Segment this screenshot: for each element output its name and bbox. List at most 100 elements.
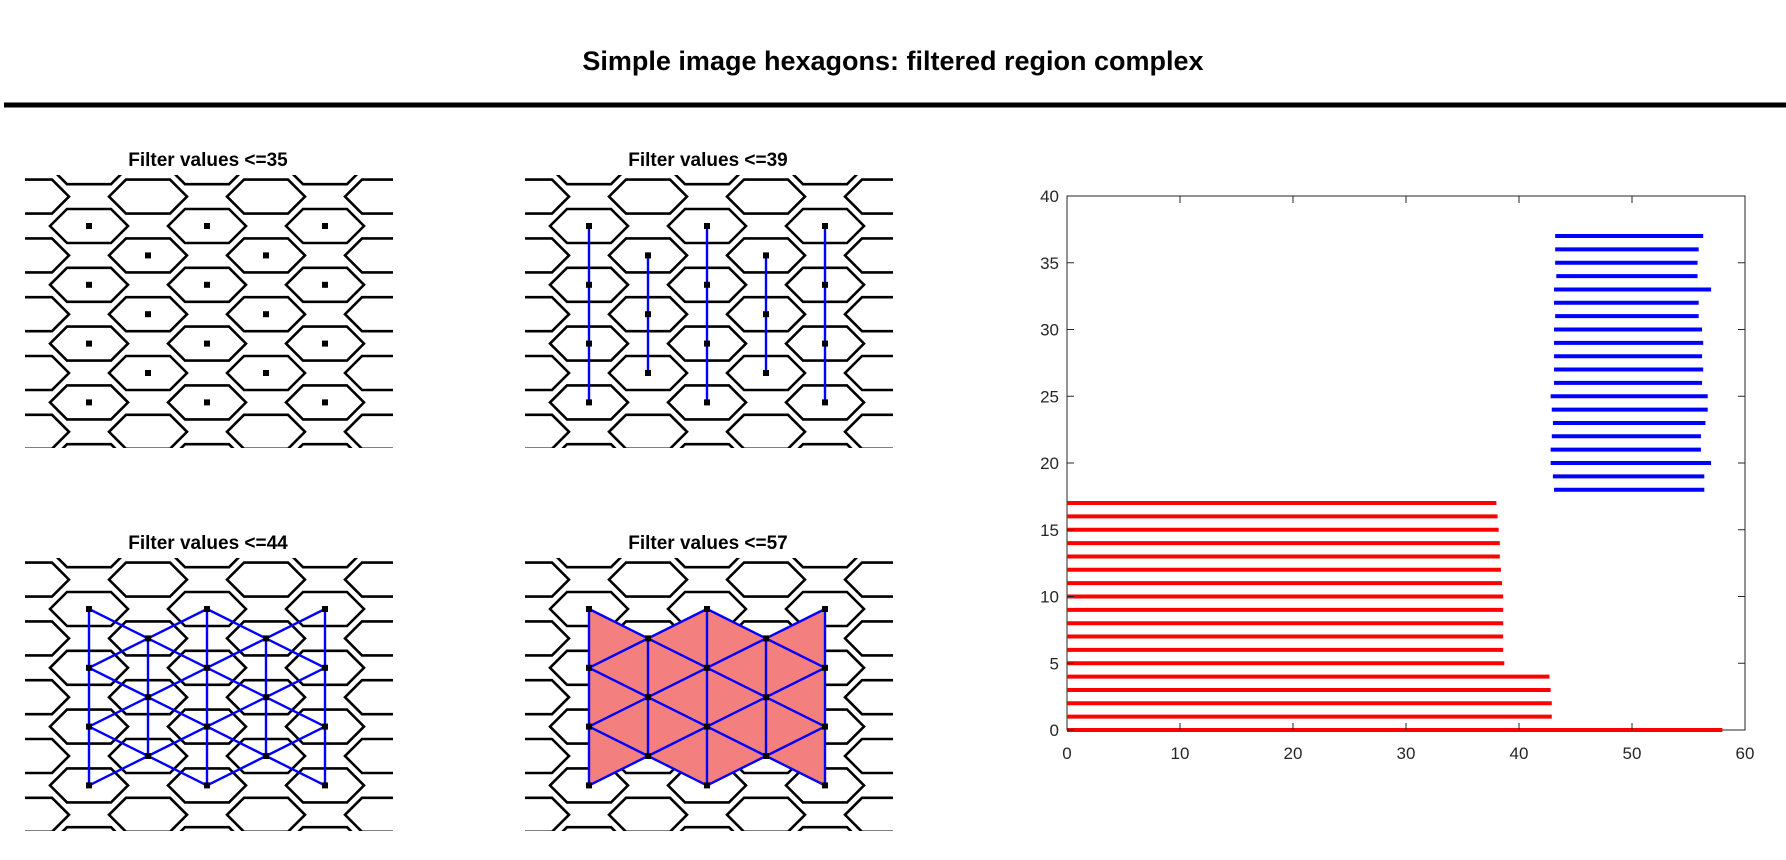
hexagon-cell bbox=[904, 327, 982, 361]
complex-edge bbox=[588, 637, 649, 669]
complex-vertex bbox=[263, 252, 269, 259]
complex-vertices bbox=[86, 223, 328, 406]
hexagon-cell bbox=[904, 209, 982, 243]
complex-edge bbox=[88, 754, 149, 787]
complex-vertex bbox=[86, 664, 92, 671]
hexagon-cell bbox=[107, 413, 189, 448]
hexagon-cell bbox=[725, 413, 807, 448]
hexagon-cell bbox=[166, 649, 248, 687]
complex-vertex bbox=[822, 399, 828, 406]
complex-edge bbox=[147, 666, 208, 699]
hexagon-cell bbox=[0, 533, 10, 567]
complex-vertex bbox=[322, 664, 328, 671]
hexagon-cell bbox=[491, 857, 569, 860]
panel-title: Filter values <=35 bbox=[128, 150, 288, 171]
x-tick-label: 0 bbox=[1062, 744, 1071, 763]
hexagon-cell bbox=[784, 384, 866, 421]
complex-vertex bbox=[145, 694, 151, 701]
complex-vertex bbox=[263, 635, 269, 642]
complex-vertex bbox=[822, 782, 828, 789]
y-tick-label: 5 bbox=[1050, 654, 1059, 673]
complex-vertex bbox=[822, 606, 828, 612]
complex-vertex bbox=[204, 340, 210, 347]
hexagon-cell bbox=[548, 207, 630, 245]
hexagon-cell bbox=[904, 710, 982, 744]
x-tick-label: 40 bbox=[1510, 744, 1529, 763]
hexagon-cell bbox=[666, 325, 748, 362]
hexagon-cell bbox=[463, 504, 541, 538]
hexagon-cell bbox=[784, 590, 866, 628]
hexagon-cell bbox=[904, 651, 982, 685]
x-tick-label: 60 bbox=[1736, 744, 1755, 763]
complex-edge bbox=[647, 607, 708, 640]
hexagon-cell bbox=[525, 796, 571, 831]
hexagon-cell bbox=[432, 651, 510, 685]
hexagon-cell bbox=[963, 238, 1041, 272]
hexagon-cell bbox=[463, 563, 541, 597]
hexagon-cell bbox=[0, 268, 10, 302]
hexagon-cell bbox=[284, 325, 366, 362]
complex-edges bbox=[587, 226, 827, 403]
hexagon-cell bbox=[843, 413, 893, 448]
complex-vertex bbox=[704, 723, 710, 730]
hexagon-cell bbox=[404, 327, 482, 361]
complex-edge bbox=[706, 637, 767, 669]
hexagon-cell bbox=[725, 796, 807, 831]
hexagon-cell bbox=[343, 178, 393, 215]
x-tick-label: 10 bbox=[1171, 744, 1190, 763]
complex-edge bbox=[265, 696, 326, 728]
hexagon-cell bbox=[525, 295, 571, 333]
hexagon-cell bbox=[343, 354, 393, 392]
hexagon-cell bbox=[225, 413, 307, 448]
hexagon-cell bbox=[61, 825, 117, 831]
hexagon-cell bbox=[404, 268, 482, 302]
complex-edge bbox=[265, 754, 326, 787]
complex-vertex bbox=[704, 782, 710, 789]
complex-vertex bbox=[145, 311, 151, 318]
complex-vertex bbox=[704, 223, 710, 229]
y-tick-label: 40 bbox=[1040, 187, 1059, 206]
complex-vertex bbox=[763, 753, 769, 759]
hexagon-cell bbox=[607, 295, 689, 333]
complex-edge bbox=[147, 725, 208, 758]
hexagon-cell bbox=[404, 592, 482, 626]
hexagon-cell bbox=[179, 825, 235, 831]
hexagon-cell bbox=[345, 504, 423, 538]
y-tick-label: 0 bbox=[1050, 721, 1059, 740]
hexagon-cell bbox=[284, 266, 366, 304]
complex-vertex bbox=[822, 223, 828, 229]
hexagon-cell bbox=[548, 325, 630, 362]
y-tick-label: 30 bbox=[1040, 321, 1059, 340]
hexagon-cell bbox=[25, 737, 71, 775]
hexagon-cell bbox=[345, 121, 423, 155]
hexagon-cell bbox=[404, 444, 482, 478]
complex-edge bbox=[147, 696, 208, 728]
hexagon-cell bbox=[107, 796, 189, 831]
hexagon-cell bbox=[463, 297, 541, 331]
hexagon-cell bbox=[904, 827, 982, 860]
complex-vertex bbox=[145, 252, 151, 259]
hexagon-cell bbox=[166, 767, 248, 804]
hexagon-cell bbox=[166, 207, 248, 245]
hexagon-cell bbox=[797, 442, 853, 448]
hexagon-cell bbox=[525, 561, 571, 598]
hexagon-cell bbox=[225, 295, 307, 333]
complex-edge bbox=[706, 696, 767, 728]
complex-vertex bbox=[645, 370, 651, 376]
hexagon-cell bbox=[727, 474, 805, 508]
hexagon-cell bbox=[784, 207, 866, 245]
complex-edge bbox=[706, 725, 767, 758]
complex-vertex bbox=[86, 223, 92, 229]
complex-vertex bbox=[586, 223, 592, 229]
complex-vertex bbox=[322, 723, 328, 730]
hexagon-cell bbox=[25, 295, 71, 333]
complex-vertex bbox=[263, 753, 269, 759]
hexagon-cell bbox=[607, 796, 689, 831]
hexagon-cell bbox=[166, 590, 248, 628]
hexagon-cell bbox=[463, 238, 541, 272]
complex-vertex bbox=[86, 782, 92, 789]
hexagon-cell bbox=[463, 474, 541, 508]
complex-edge bbox=[588, 607, 649, 640]
hexagon-cell bbox=[404, 209, 482, 243]
y-tick-label: 25 bbox=[1040, 387, 1059, 406]
